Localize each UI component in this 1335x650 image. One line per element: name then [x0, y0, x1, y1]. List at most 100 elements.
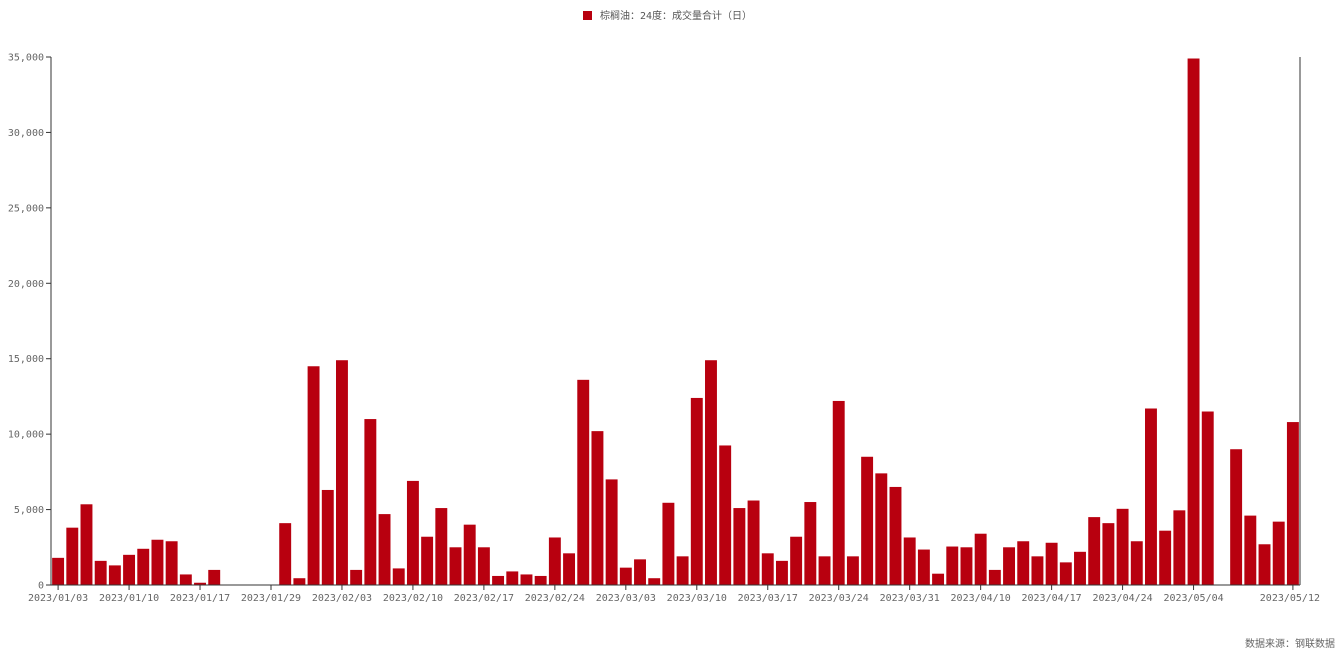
bar [790, 536, 803, 585]
bar [449, 547, 462, 585]
x-tick-label: 2023/03/10 [667, 593, 727, 604]
bar [350, 569, 363, 585]
x-tick-label: 2023/01/17 [170, 593, 230, 604]
bar [1088, 517, 1101, 585]
y-tick-label: 30,000 [8, 128, 44, 139]
bar [804, 502, 817, 585]
bar [577, 379, 590, 585]
bar [1187, 58, 1200, 585]
x-tick-label: 2023/01/03 [28, 593, 88, 604]
bar [179, 574, 192, 585]
y-tick-label: 0 [38, 581, 44, 592]
bar [1031, 556, 1044, 585]
bar [293, 578, 306, 585]
legend[interactable]: 棕榈油：24度：成交量合计（日） [0, 7, 1335, 22]
x-tick-label: 2023/02/17 [454, 593, 514, 604]
x-tick-label: 2023/04/24 [1092, 593, 1152, 604]
y-tick-label: 10,000 [8, 430, 44, 441]
bar [506, 571, 519, 585]
bar [1102, 523, 1115, 585]
bar [1017, 541, 1030, 585]
x-tick-label: 2023/03/03 [596, 593, 656, 604]
bar [1145, 408, 1157, 585]
bar [94, 560, 107, 585]
x-tick-label: 2023/01/10 [99, 593, 159, 604]
bar [392, 568, 405, 585]
bar [108, 565, 121, 585]
bar [548, 537, 561, 585]
bar [463, 524, 476, 585]
x-tick-label: 2023/03/24 [809, 593, 869, 604]
bar [903, 537, 916, 585]
data-source-note: 数据来源：钢联数据 [1245, 639, 1335, 650]
bar [591, 431, 604, 585]
bar [492, 575, 505, 585]
bar [690, 397, 703, 585]
bar [52, 557, 65, 585]
bar [1244, 515, 1257, 585]
y-tick-label: 15,000 [8, 354, 44, 365]
x-tick-label: 2023/03/17 [738, 593, 798, 604]
bar [1159, 530, 1172, 585]
x-axis: 2023/01/03 2023/01/10 2023/01/17 2023/01/29… [28, 585, 1320, 604]
x-tick-label: 2023/01/29 [241, 593, 301, 604]
bar [832, 400, 845, 585]
bar [634, 559, 646, 585]
x-tick-label: 2023/05/12 [1260, 593, 1320, 604]
bar [194, 582, 206, 585]
bar [279, 523, 292, 585]
bar [1201, 411, 1214, 585]
bar [775, 560, 788, 585]
x-tick-label: 2023/02/24 [525, 593, 585, 604]
bar [1074, 551, 1086, 585]
bar [123, 554, 136, 585]
bar [1173, 510, 1186, 585]
bar [960, 547, 973, 585]
bar [1130, 541, 1143, 585]
bar [605, 479, 618, 585]
bar [846, 556, 859, 585]
x-tick-label: 2023/04/17 [1022, 593, 1082, 604]
y-tick-label: 25,000 [8, 203, 44, 214]
x-tick-label: 2023/02/10 [383, 593, 443, 604]
bar [917, 549, 930, 585]
bar [336, 360, 348, 585]
bar [719, 445, 732, 585]
axes [50, 57, 1301, 586]
bar [1258, 544, 1271, 585]
bar [1116, 508, 1129, 585]
bar [307, 366, 320, 585]
bar [1272, 521, 1285, 585]
bar [563, 553, 576, 585]
bar [861, 456, 874, 585]
bar [151, 539, 164, 585]
bar [534, 575, 547, 585]
bar [662, 502, 675, 585]
bar [747, 500, 760, 585]
bar [889, 486, 902, 585]
bar [421, 536, 434, 585]
bar [406, 480, 419, 585]
bar [946, 546, 959, 585]
x-tick-label: 2023/02/03 [312, 593, 372, 604]
bar [208, 569, 221, 585]
y-tick-label: 35,000 [8, 53, 44, 64]
bar [733, 508, 746, 585]
x-tick-label: 2023/05/04 [1163, 593, 1223, 604]
bar [477, 547, 490, 585]
bar [364, 419, 377, 585]
bar [648, 578, 661, 585]
bar [66, 527, 79, 585]
bar [1045, 542, 1058, 585]
bar [1003, 547, 1015, 585]
bar [676, 556, 689, 585]
bar [988, 569, 1001, 585]
bar [165, 541, 178, 585]
bar [875, 473, 888, 585]
legend-label: 棕榈油：24度：成交量合计（日） [599, 11, 753, 22]
bar [378, 514, 391, 585]
bar [321, 489, 334, 585]
bar [1059, 562, 1072, 585]
bar [137, 548, 150, 585]
